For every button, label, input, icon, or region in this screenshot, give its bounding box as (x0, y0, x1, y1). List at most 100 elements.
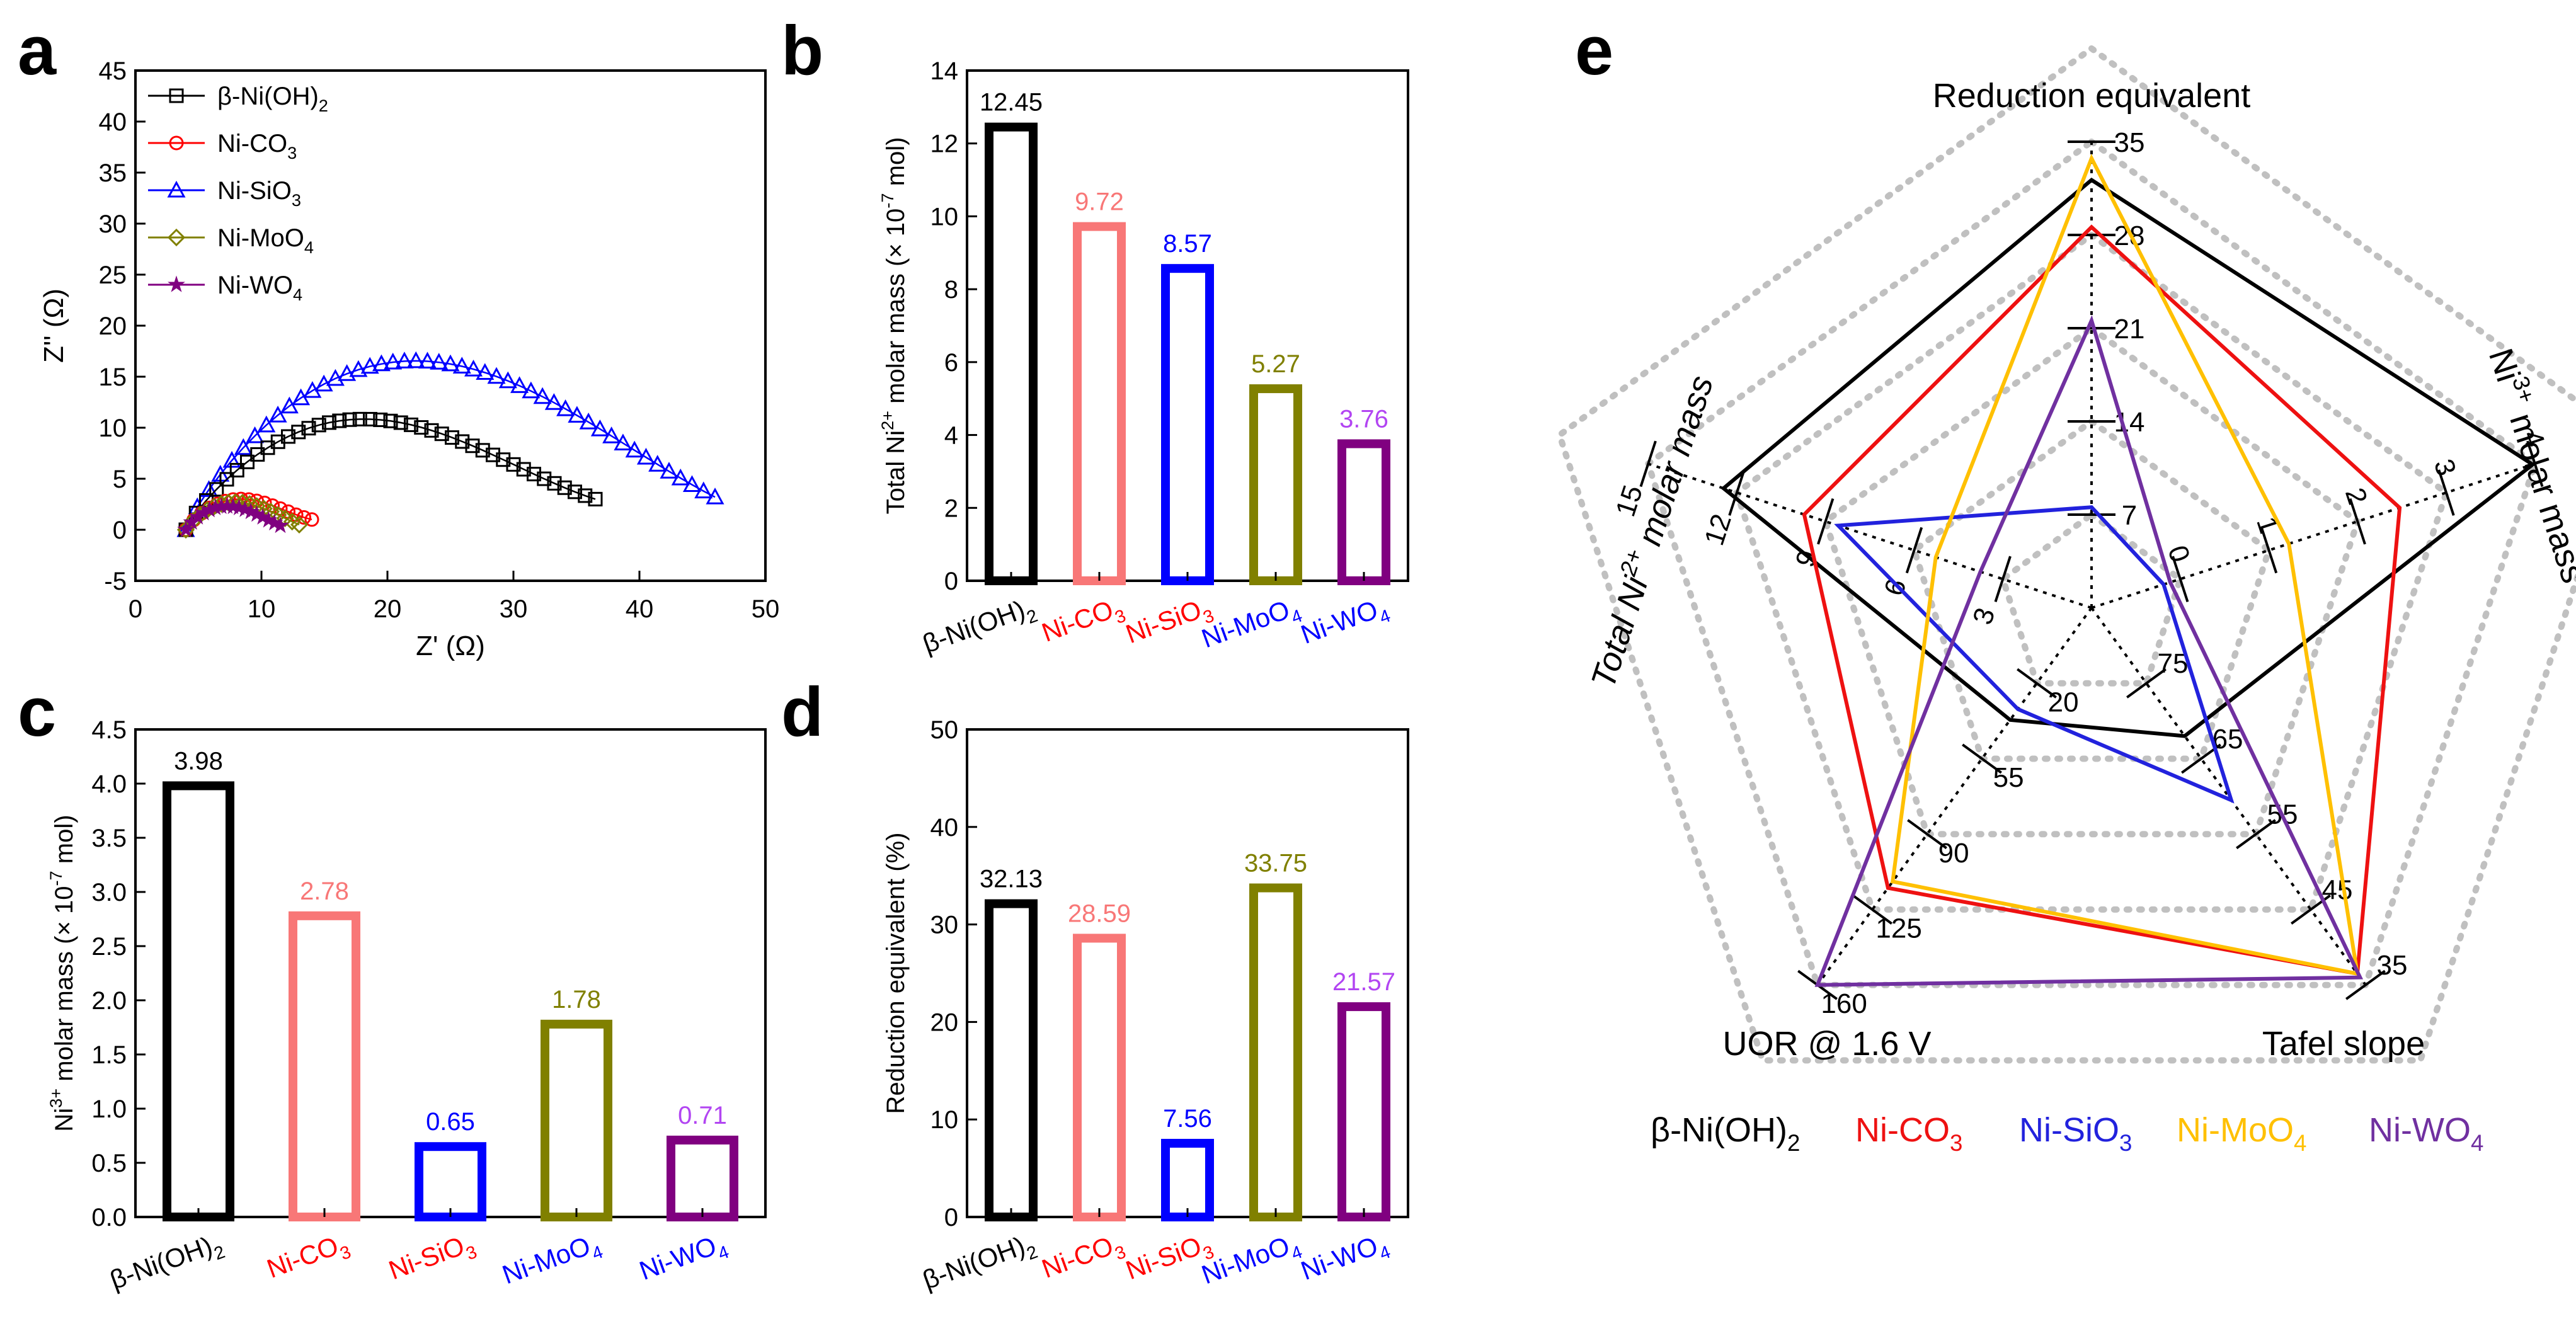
b-category-label: β-Ni(OH)2 (919, 591, 1040, 665)
a-legend-marker (169, 135, 184, 151)
b-data-label: 5.27 (1251, 350, 1300, 378)
c-category-label: Ni-WO4 (636, 1227, 732, 1291)
d-category-label: Ni-WO4 (1297, 1227, 1394, 1291)
a-data-point (445, 430, 459, 445)
c-data-label: 0.71 (678, 1102, 727, 1129)
a-data-point (625, 440, 644, 458)
e-axis-tick (1905, 527, 1923, 574)
a-data-point (349, 360, 368, 377)
c-y-tick-label: 0.0 (91, 1204, 127, 1231)
a-data-point (418, 351, 437, 369)
a-data-point (257, 415, 276, 433)
a-data-point (322, 415, 336, 430)
panel-letter-e: e (1575, 12, 1613, 89)
c-category-label: Ni-MoO4 (498, 1227, 605, 1295)
a-y-tick-label: 40 (99, 108, 127, 136)
e-axis-line (1816, 607, 2093, 986)
a-y-tick-label: 20 (99, 312, 127, 340)
c-y-tick-label: 3.5 (91, 825, 127, 852)
a-legend-marker (167, 180, 186, 198)
a-legend-marker (168, 275, 185, 292)
a-data-point (229, 462, 244, 477)
e-series-polygon (1720, 177, 2536, 738)
e-axis-title-tafel-slope: Tafel slope (2262, 1025, 2425, 1063)
c-category-label: Ni-SiO3 (385, 1227, 480, 1291)
a-data-point (384, 352, 403, 370)
a-data-point (498, 371, 517, 389)
a-data-point (590, 419, 609, 437)
e-axis-tick-label: 75 (2158, 648, 2189, 679)
c-bar (415, 1142, 486, 1221)
d-data-label: 21.57 (1332, 968, 1395, 996)
d-bar (1161, 1138, 1214, 1221)
a-data-point (301, 421, 316, 436)
d-y-tick-label: 0 (944, 1204, 958, 1231)
d-category-label: Ni-CO3 (1038, 1227, 1128, 1289)
e-axis-tick (1962, 743, 2002, 774)
e-axis-tick-label: 160 (1821, 988, 1867, 1019)
a-series-line (185, 360, 716, 530)
a-legend-label: Ni-CO3 (217, 130, 297, 163)
a-data-point (706, 488, 724, 505)
a-data-point (430, 353, 449, 370)
d-bar (985, 899, 1038, 1221)
e-axis-title-uor: UOR @ 1.6 V (1722, 1025, 1931, 1063)
a-data-point (452, 357, 471, 374)
a-data-point (404, 417, 418, 432)
a-data-point (304, 512, 319, 527)
a-data-point (234, 438, 253, 455)
a-y-tick-label: 45 (99, 57, 127, 85)
a-x-tick-label: 50 (752, 595, 780, 623)
b-data-label: 9.72 (1075, 188, 1124, 216)
a-data-point (272, 516, 289, 534)
a-x-axis-label: Z' (Ω) (416, 631, 485, 661)
a-y-tick-label: 35 (99, 159, 127, 187)
a-data-point (373, 412, 388, 427)
a-y-tick-label: -5 (104, 568, 127, 595)
a-x-tick-label: 0 (129, 595, 142, 623)
a-data-point (547, 476, 562, 491)
a-y-tick-label: 25 (99, 261, 127, 289)
e-axis-title-reduction-equivalent: Reduction equivalent (1933, 77, 2251, 115)
a-data-point (372, 354, 391, 372)
a-data-point (516, 462, 531, 477)
a-data-point (648, 455, 667, 472)
a-data-point (522, 381, 541, 399)
a-data-point (579, 413, 598, 430)
a-data-point (475, 443, 490, 458)
e-axis-tick (2017, 668, 2057, 699)
c-y-tick-label: 4.5 (91, 716, 127, 744)
c-y-tick-label: 2.5 (91, 933, 127, 961)
a-x-tick-label: 10 (248, 595, 276, 623)
a-data-point (281, 429, 295, 444)
a-data-point (363, 411, 377, 426)
d-data-label: 7.56 (1163, 1105, 1212, 1133)
e-axis-tick-label: 45 (2322, 874, 2353, 905)
a-data-point (557, 480, 572, 495)
a-legend-label: β-Ni(OH)2 (217, 83, 328, 115)
b-y-tick-label: 4 (944, 422, 958, 450)
b-bar (1161, 264, 1214, 585)
a-data-point (290, 515, 309, 534)
e-axis-tick-label: 3 (2428, 455, 2462, 479)
e-series-polygon (1802, 224, 2402, 976)
c-data-label: 3.98 (174, 747, 223, 775)
panel-letter-c: c (18, 673, 56, 751)
b-category-label: Ni-WO4 (1297, 591, 1394, 655)
e-axis-tick-label: 0 (2161, 542, 2195, 566)
a-legend-marker (167, 228, 186, 247)
a-data-point (465, 438, 480, 454)
a-data-point (636, 447, 655, 465)
d-data-label: 28.59 (1068, 900, 1131, 927)
e-legend-label: Ni-MoO4 (2177, 1111, 2306, 1156)
a-data-point (332, 413, 347, 428)
e-series-polygon (1834, 505, 2235, 804)
e-axis-tick-label: 7 (2122, 500, 2137, 531)
a-legend-label: Ni-MoO4 (217, 224, 314, 257)
a-data-point (671, 468, 690, 486)
c-bar (289, 911, 360, 1221)
a-data-point (209, 482, 224, 497)
e-axis-tick-label: 65 (2212, 724, 2243, 755)
e-axis-title-total-ni2: Total Ni2+ molar mass (1579, 370, 1720, 693)
